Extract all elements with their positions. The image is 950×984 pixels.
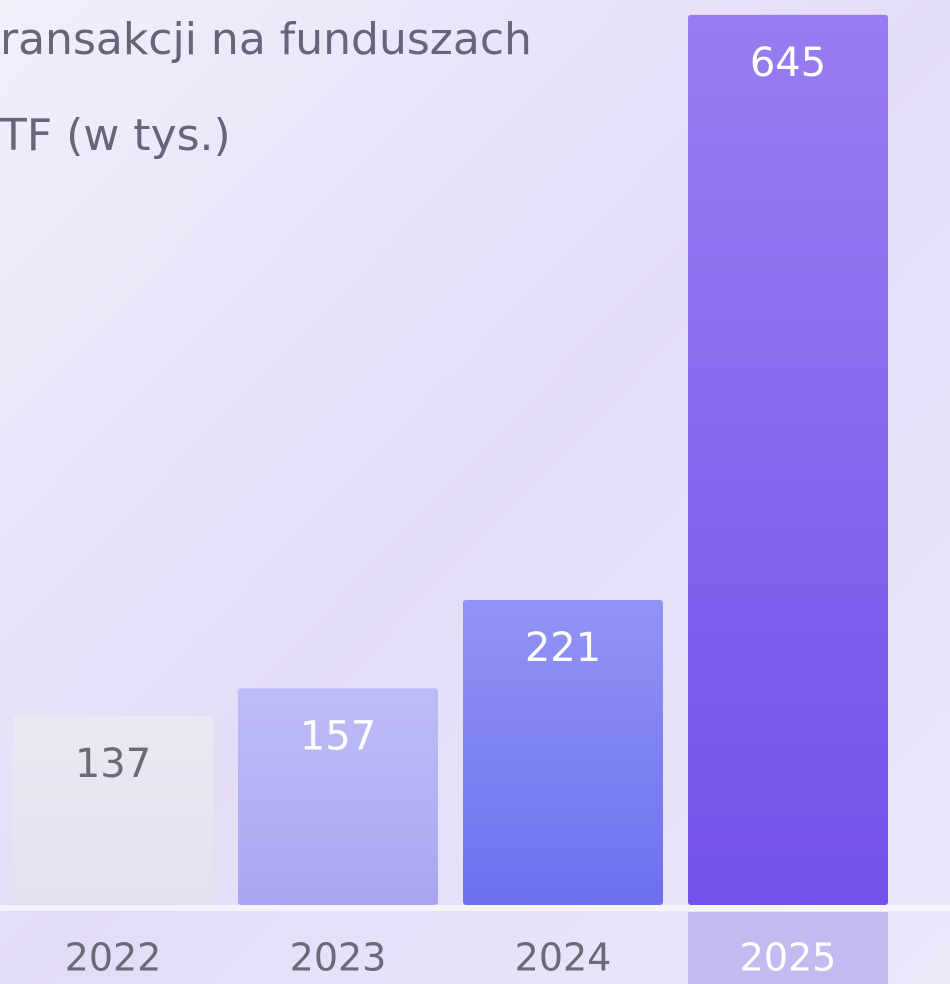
chart-title: TF (w tys.) (0, 110, 231, 161)
value-label: 137 (75, 741, 151, 787)
floor (0, 905, 950, 911)
bar-shine (13, 715, 213, 905)
bar-shine (238, 688, 438, 905)
highlight-box (688, 912, 888, 984)
x-tick-label: 2023 (290, 936, 387, 980)
bar-shine (463, 600, 663, 905)
x-tick-label: 2022 (65, 936, 162, 980)
value-label: 157 (300, 713, 376, 759)
value-label: 645 (750, 40, 826, 86)
value-label: 221 (525, 625, 601, 671)
bar-shine (688, 14, 888, 905)
x-tick-label: 2025 (740, 936, 837, 980)
x-tick-label: 2024 (515, 936, 612, 980)
chart-title: ransakcji na funduszach (0, 14, 532, 65)
